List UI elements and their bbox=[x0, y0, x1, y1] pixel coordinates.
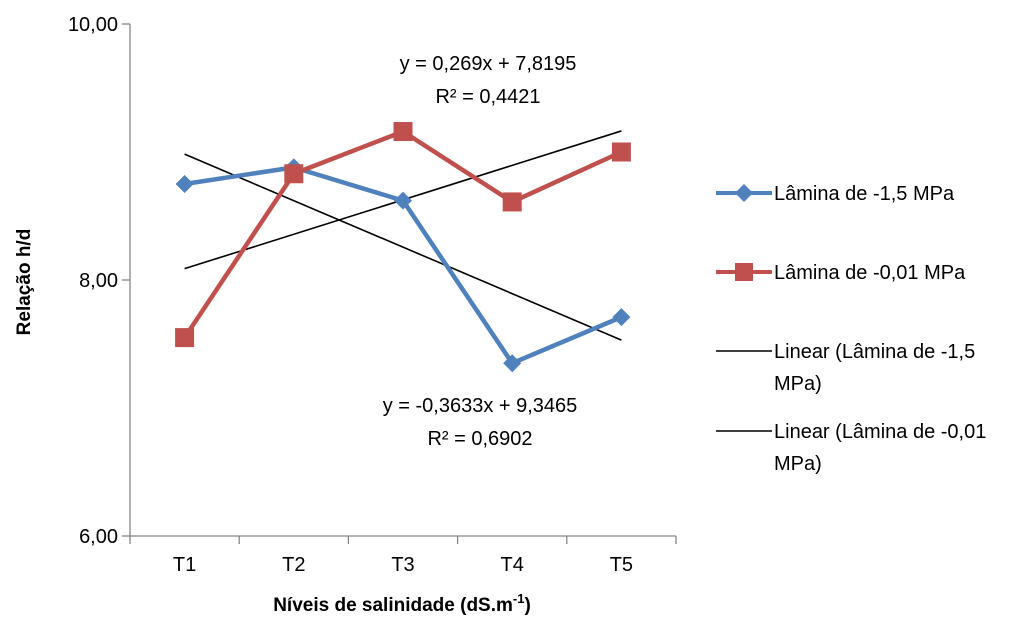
x-axis-title-superscript: -1 bbox=[513, 591, 525, 606]
data-point-series-2 bbox=[393, 122, 413, 142]
legend: Lâmina de -1,5 MPa Lâmina de -0,01 MPa L… bbox=[716, 183, 986, 475]
legend-label-series-1: Lâmina de -1,5 MPa bbox=[774, 183, 955, 205]
data-point-series-1 bbox=[503, 354, 522, 373]
data-point-series-2 bbox=[175, 328, 195, 348]
trendline-equation-down-formula: y = -0,3633x + 9,3465 bbox=[383, 395, 578, 417]
legend-item-trendline-1: Linear (Lâmina de -1,5 MPa) bbox=[716, 341, 975, 395]
trendline-equation-up-r2: R² = 0,4421 bbox=[435, 86, 540, 108]
legend-label-series-2: Lâmina de -0,01 MPa bbox=[774, 262, 966, 284]
x-tick-label: T3 bbox=[391, 554, 414, 576]
x-axis-title-main: Níveis de salinidade (dS.m bbox=[273, 595, 513, 616]
y-tick-label: 6,00 bbox=[79, 526, 118, 548]
legend-marker-diamond bbox=[735, 184, 753, 202]
series-line-2 bbox=[182, 129, 623, 339]
data-point-series-2 bbox=[502, 192, 522, 212]
x-axis-title: Níveis de salinidade (dS.m-1) bbox=[273, 591, 531, 616]
x-tick-label: T2 bbox=[282, 554, 305, 576]
legend-label-trendline-2: Linear (Lâmina de -0,01 bbox=[774, 421, 986, 443]
trendline-equation-up: y = 0,269x + 7,8195 R² = 0,4421 bbox=[400, 53, 577, 108]
y-tick-label: 8,00 bbox=[79, 270, 118, 292]
series bbox=[175, 122, 631, 373]
legend-label-trendline-2-cont: MPa) bbox=[774, 453, 822, 475]
data-point-series-2 bbox=[611, 142, 631, 162]
trendline-equation-down: y = -0,3633x + 9,3465 R² = 0,6902 bbox=[383, 395, 578, 450]
data-point-series-2 bbox=[284, 164, 304, 184]
data-point-series-1 bbox=[175, 175, 194, 193]
axes: 6,00 8,00 10,00 T1 T2 T3 T4 T5 bbox=[68, 14, 677, 576]
legend-label-trendline-1: Linear (Lâmina de -1,5 bbox=[774, 341, 975, 363]
x-tick-label: T5 bbox=[610, 554, 633, 576]
y-axis-title: Relação h/d bbox=[14, 229, 35, 336]
data-point-series-1 bbox=[612, 308, 631, 327]
x-tick-label: T1 bbox=[173, 554, 196, 576]
trendline-1 bbox=[184, 153, 622, 341]
legend-label-trendline-1-cont: MPa) bbox=[774, 373, 822, 395]
legend-item-trendline-2: Linear (Lâmina de -0,01 MPa) bbox=[716, 421, 986, 475]
x-axis-title-end: ) bbox=[524, 595, 530, 616]
legend-item-series-2: Lâmina de -0,01 MPa bbox=[716, 262, 966, 284]
data-point-series-1 bbox=[394, 191, 412, 210]
legend-marker-square bbox=[735, 263, 753, 281]
legend-item-series-1: Lâmina de -1,5 MPa bbox=[716, 183, 955, 205]
trendline-equation-down-r2: R² = 0,6902 bbox=[427, 428, 532, 450]
x-tick-label: T4 bbox=[501, 554, 524, 576]
y-tick-label: 10,00 bbox=[68, 14, 118, 36]
trendline-equation-up-formula: y = 0,269x + 7,8195 bbox=[400, 53, 577, 75]
